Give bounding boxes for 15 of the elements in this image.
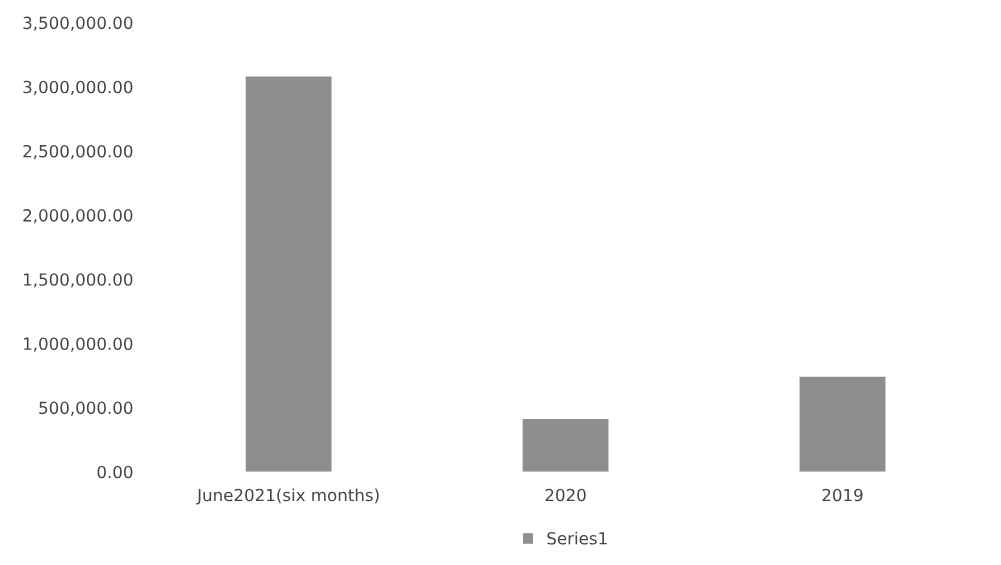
y-tick-label: 3,500,000.00 bbox=[23, 16, 133, 31]
y-tick-label: 2,500,000.00 bbox=[23, 144, 133, 160]
y-tick-label: 0.00 bbox=[97, 465, 133, 479]
y-tick-label: 3,000,000.00 bbox=[23, 80, 133, 96]
y-tick-label: 500,000.00 bbox=[39, 401, 133, 416]
legend-label: Series1 bbox=[547, 531, 607, 545]
x-tick-label: 2019 bbox=[822, 488, 863, 502]
x-tick-label: June2021(six months) bbox=[196, 488, 379, 505]
bar bbox=[245, 76, 332, 472]
y-tick-label: 1,500,000.00 bbox=[23, 273, 133, 288]
y-tick-label: 1,000,000.00 bbox=[23, 337, 133, 352]
x-tick-label: 2020 bbox=[545, 488, 586, 502]
y-tick-label: 2,000,000.00 bbox=[23, 209, 133, 224]
bar bbox=[522, 418, 609, 472]
bar bbox=[799, 376, 886, 472]
